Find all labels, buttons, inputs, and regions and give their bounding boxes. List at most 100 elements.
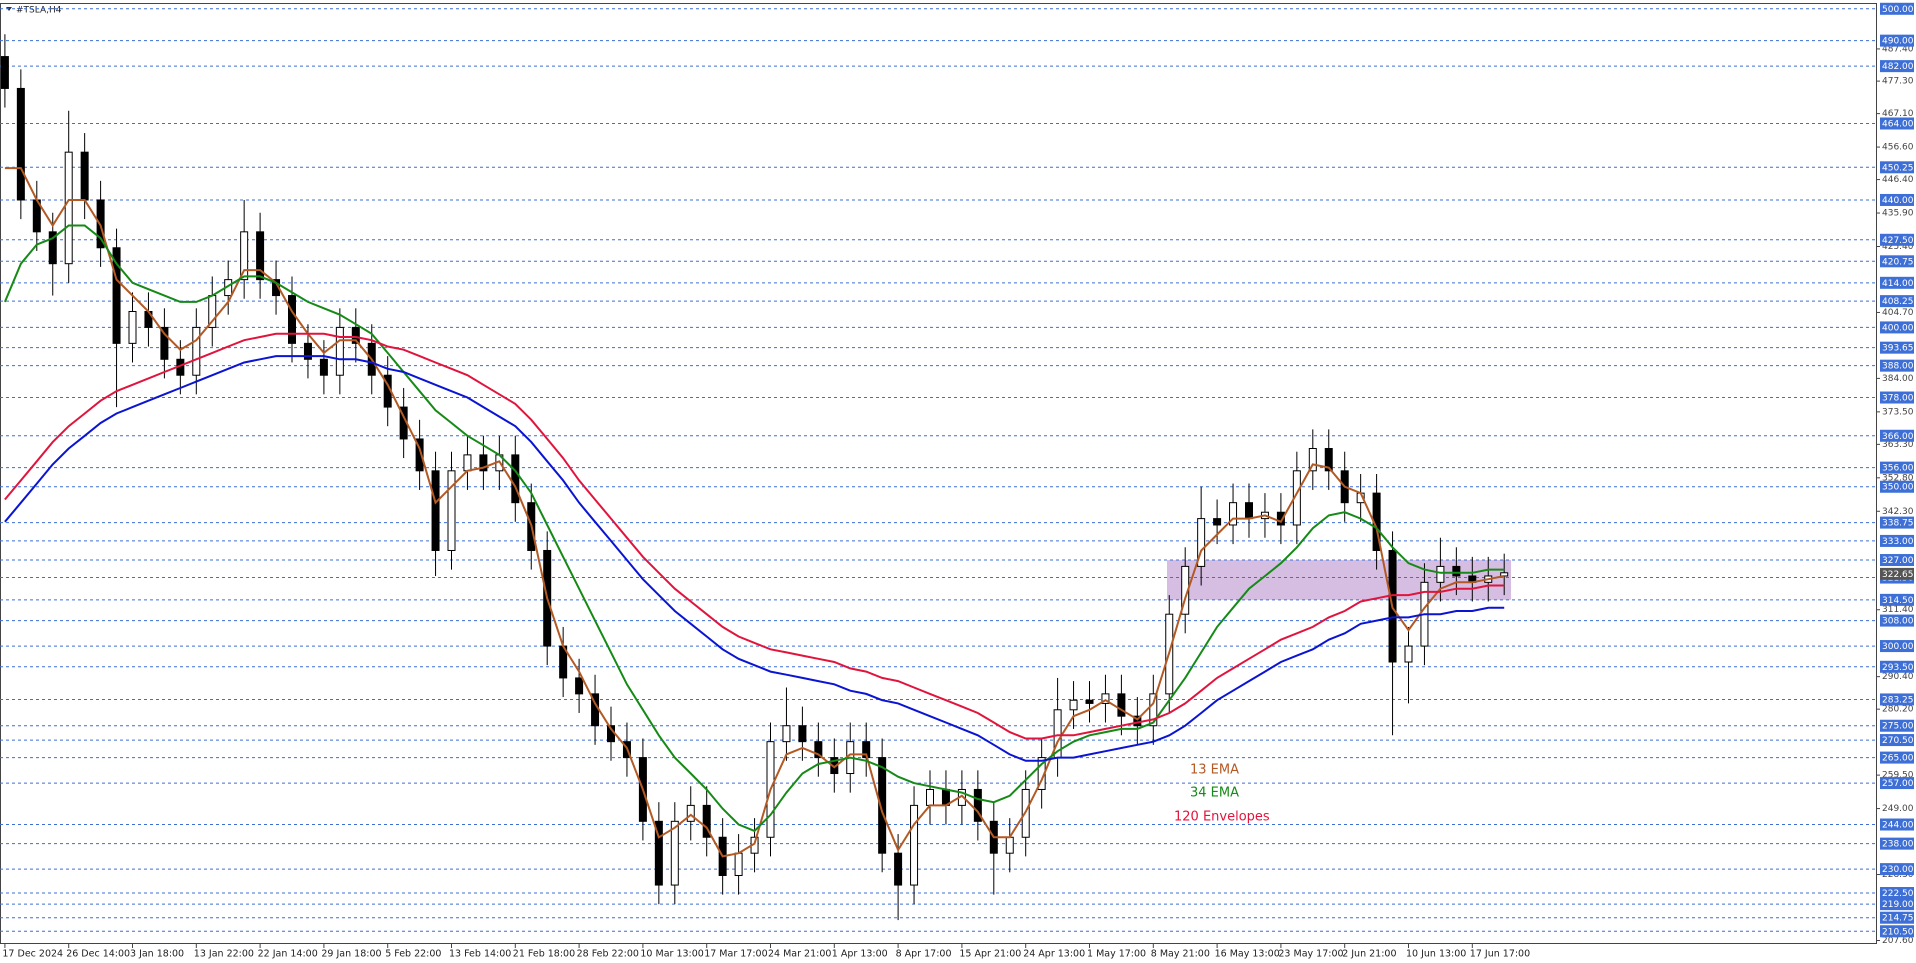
y-tick-label: 487.40: [1882, 44, 1914, 54]
candle-body: [256, 231, 265, 281]
y-tick-label: 311.40: [1882, 605, 1914, 615]
x-tick-label: 17 Mar 17:00: [704, 949, 767, 960]
candle-body: [734, 852, 743, 876]
candle-body: [64, 151, 73, 265]
candle-body: [240, 231, 249, 281]
level-label-box: [1880, 554, 1914, 567]
level-label-box: [1880, 719, 1914, 732]
x-tick-label: 28 Feb 22:00: [577, 949, 639, 960]
candle-body: [686, 804, 695, 822]
level-label-box: [1880, 461, 1914, 474]
y-tick-label: 467.10: [1882, 109, 1914, 119]
x-tick-label: 10 Mar 13:00: [640, 949, 703, 960]
level-label-box: [1880, 359, 1914, 372]
y-tick-label: 446.40: [1882, 175, 1914, 185]
y-tick-label: 456.60: [1882, 143, 1914, 153]
candle-body: [1452, 565, 1461, 577]
level-label-box: [1880, 593, 1914, 606]
candle-body: [1404, 645, 1413, 663]
level-label-box: [1880, 276, 1914, 289]
level-label: 257.00: [1882, 779, 1914, 789]
candle-body: [1500, 572, 1509, 577]
y-tick-label: 290.40: [1882, 672, 1914, 682]
level-label-box: [1880, 516, 1914, 529]
candle-body: [128, 310, 137, 344]
level-label-box: [1880, 911, 1914, 924]
level-label: 230.00: [1882, 865, 1914, 875]
y-tick-label: 342.30: [1882, 507, 1914, 517]
legend-label: 120 Envelopes: [1174, 810, 1270, 825]
level-label-box: [1880, 837, 1914, 850]
level-label: 214.75: [1882, 914, 1914, 924]
candle-body: [973, 788, 982, 822]
level-label-box: [1880, 751, 1914, 764]
level-label: 300.00: [1882, 642, 1914, 652]
x-tick-label: 5 Feb 22:00: [385, 949, 441, 960]
level-label-box: [1880, 161, 1914, 174]
level-label: 244.00: [1882, 821, 1914, 831]
y-tick-label: 384.00: [1882, 374, 1914, 384]
level-label-box: [1880, 321, 1914, 334]
level-label: 366.00: [1882, 432, 1914, 442]
x-tick-label: 17 Dec 2024: [2, 949, 63, 960]
current-price-label: 322.65: [1882, 570, 1914, 580]
level-label: 408.25: [1882, 297, 1914, 307]
candle-body: [1436, 565, 1445, 583]
candle-body: [878, 757, 887, 854]
candle-body: [48, 231, 57, 265]
y-tick-label: 363.30: [1882, 440, 1914, 450]
level-label: 327.00: [1882, 556, 1914, 566]
candle-body: [1005, 836, 1014, 854]
level-label: 393.65: [1882, 344, 1914, 354]
level-label: 420.75: [1882, 257, 1914, 267]
level-label-box: [1880, 898, 1914, 911]
x-tick-label: 16 May 13:00: [1215, 949, 1280, 960]
level-label-box: [1880, 818, 1914, 831]
legend-label: 13 EMA: [1190, 763, 1239, 778]
level-label: 270.50: [1882, 736, 1914, 746]
candle-body: [910, 804, 919, 886]
candle-body: [463, 454, 472, 472]
candle-body: [926, 788, 934, 806]
level-label-box: [1880, 777, 1914, 790]
x-tick-label: 3 Jan 18:00: [130, 949, 184, 960]
candle-body: [798, 725, 807, 743]
level-label-box: [1880, 429, 1914, 442]
level-label: 308.00: [1882, 617, 1914, 627]
y-tick-label: 352.80: [1882, 473, 1914, 483]
candle-body: [1308, 448, 1317, 472]
level-label: 427.50: [1882, 236, 1914, 246]
candle-body: [319, 358, 328, 376]
candle-body: [415, 438, 424, 472]
indicator-line: [4, 167, 1505, 858]
y-tick-label: 425.40: [1882, 242, 1914, 252]
y-tick-label: 280.20: [1882, 705, 1914, 715]
candle-body: [670, 820, 679, 886]
y-tick-label: 207.60: [1882, 936, 1914, 946]
x-tick-label: 17 Jun 17:00: [1470, 949, 1530, 960]
x-tick-label: 24 Mar 21:00: [768, 949, 831, 960]
x-tick-label: 8 May 21:00: [1151, 949, 1210, 960]
level-label: 338.75: [1882, 519, 1914, 529]
candle-body: [80, 151, 89, 201]
x-tick-label: 26 Dec 14:00: [66, 949, 130, 960]
level-label: 333.00: [1882, 537, 1914, 547]
candle-body: [1324, 448, 1333, 472]
level-label-box: [1880, 193, 1914, 206]
level-label-box: [1880, 60, 1914, 73]
candle-body: [1213, 518, 1222, 526]
candle-body: [447, 470, 456, 551]
y-tick-label: 373.50: [1882, 407, 1914, 417]
level-label-box: [1880, 34, 1914, 47]
level-label: 440.00: [1882, 196, 1914, 206]
candle-body: [288, 295, 296, 344]
candle-body: [1149, 693, 1158, 727]
y-tick-label: 404.70: [1882, 308, 1914, 318]
level-label: 400.00: [1882, 323, 1914, 333]
level-label-box: [1880, 233, 1914, 246]
level-label-box: [1880, 480, 1914, 493]
plot-frame: [0, 3, 1877, 944]
candle-body: [894, 852, 903, 886]
